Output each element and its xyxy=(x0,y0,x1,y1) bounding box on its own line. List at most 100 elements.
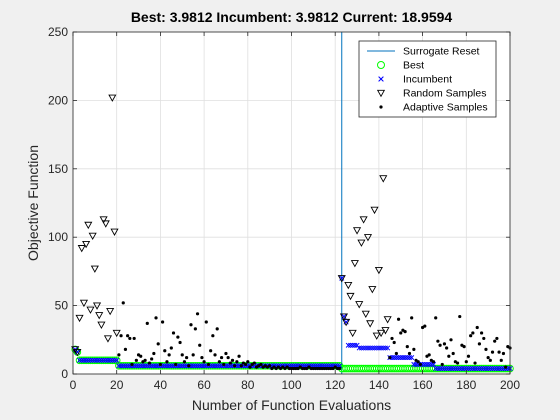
random-sample-point xyxy=(379,175,388,183)
adaptive-sample-point xyxy=(233,364,237,368)
incumbent-point xyxy=(111,357,118,363)
incumbent-point xyxy=(350,342,356,348)
incumbent-point xyxy=(92,357,98,363)
adaptive-sample-point xyxy=(477,342,482,346)
adaptive-sample-point xyxy=(185,355,189,360)
incumbent-point xyxy=(216,363,222,369)
random-sample-point xyxy=(73,349,82,357)
incumbent-point xyxy=(81,357,87,363)
adaptive-sample-point xyxy=(171,331,176,335)
incumbent-point xyxy=(422,361,428,367)
adaptive-sample-point xyxy=(447,354,451,358)
adaptive-sample-point xyxy=(486,355,490,360)
random-sample-point xyxy=(90,265,99,273)
x-tick-label: 40 xyxy=(154,378,168,392)
adaptive-sample-point xyxy=(187,364,191,368)
adaptive-sample-point xyxy=(160,320,165,324)
incumbent-point xyxy=(389,355,395,361)
adaptive-sample-point xyxy=(475,325,479,330)
incumbent-point xyxy=(347,342,354,348)
random-sample-point xyxy=(108,94,117,102)
adaptive-sample-point xyxy=(215,327,219,331)
incumbent-point xyxy=(358,345,364,351)
incumbent-point xyxy=(498,365,504,372)
incumbent-point xyxy=(109,357,115,363)
adaptive-sample-point xyxy=(445,346,449,350)
adaptive-sample-point xyxy=(193,327,197,331)
incumbent-point xyxy=(369,345,375,351)
adaptive-sample-point xyxy=(213,353,217,357)
adaptive-sample-point xyxy=(209,349,213,353)
y-tick-label: 150 xyxy=(48,162,68,176)
adaptive-sample-point xyxy=(145,321,149,325)
adaptive-sample-point xyxy=(237,354,241,358)
adaptive-sample-point xyxy=(169,346,173,350)
y-tick-label: 250 xyxy=(48,25,68,39)
incumbent-point xyxy=(409,355,415,361)
incumbent-point xyxy=(177,363,183,369)
incumbent-point xyxy=(474,365,480,372)
incumbent-point xyxy=(426,361,432,367)
adaptive-sample-point xyxy=(228,361,232,365)
incumbent-point xyxy=(98,357,104,363)
adaptive-sample-point xyxy=(497,350,501,354)
adaptive-sample-point xyxy=(224,351,228,356)
legend-marker-x xyxy=(378,76,384,82)
incumbent-point xyxy=(125,363,131,369)
adaptive-sample-point xyxy=(471,331,475,335)
incumbent-point xyxy=(374,345,380,351)
random-sample-point xyxy=(106,307,115,316)
random-sample-point xyxy=(112,329,121,338)
incumbent-point xyxy=(433,365,439,372)
incumbent-point xyxy=(496,365,502,372)
adaptive-sample-point xyxy=(117,353,121,357)
adaptive-sample-point xyxy=(458,314,462,319)
incumbent-point xyxy=(367,345,373,351)
random-sample-point xyxy=(99,216,108,224)
adaptive-sample-point xyxy=(230,358,235,362)
adaptive-sample-point xyxy=(462,345,466,349)
incumbent-point xyxy=(472,365,478,372)
legend-marker-dot xyxy=(379,105,383,109)
random-sample-point xyxy=(346,292,355,301)
adaptive-sample-point xyxy=(147,361,152,365)
random-sample-point xyxy=(368,286,377,294)
incumbent-point xyxy=(227,363,233,369)
x-tick-label: 140 xyxy=(369,378,389,392)
random-sample-point xyxy=(370,206,379,215)
random-sample-point xyxy=(92,302,102,310)
random-sample-point xyxy=(79,299,88,308)
random-sample-point xyxy=(82,240,91,249)
incumbent-point xyxy=(483,365,489,372)
random-samples-series xyxy=(71,94,392,357)
incumbent-point xyxy=(184,363,190,369)
y-tick-label: 50 xyxy=(55,299,69,313)
incumbent-point xyxy=(190,363,196,369)
adaptive-sample-point xyxy=(412,347,416,351)
adaptive-sample-point xyxy=(156,342,160,346)
adaptive-sample-point xyxy=(206,362,211,367)
adaptive-sample-point xyxy=(390,336,394,341)
random-sample-point xyxy=(372,332,381,340)
adaptive-sample-point xyxy=(407,351,412,356)
incumbent-point xyxy=(361,345,367,351)
adaptive-sample-point xyxy=(195,312,200,316)
incumbent-point xyxy=(79,357,85,363)
incumbent-point xyxy=(494,365,500,372)
y-tick-label: 200 xyxy=(48,93,68,107)
incumbent-point xyxy=(192,363,198,369)
incumbent-point xyxy=(365,345,371,351)
legend-box xyxy=(358,40,497,118)
adaptive-sample-point xyxy=(252,361,256,365)
chart-title: Best: 3.9812 Incumbent: 3.9812 Current: … xyxy=(131,9,453,25)
random-sample-point xyxy=(363,234,373,242)
adaptive-sample-point xyxy=(132,336,136,341)
incumbent-point xyxy=(470,365,476,372)
incumbent-point xyxy=(356,345,362,351)
incumbent-point xyxy=(492,365,498,372)
adaptive-sample-point xyxy=(434,316,438,320)
incumbent-point xyxy=(457,365,463,372)
adaptive-sample-point xyxy=(248,365,252,369)
adaptive-sample-point xyxy=(139,354,143,358)
incumbent-point xyxy=(103,357,109,363)
